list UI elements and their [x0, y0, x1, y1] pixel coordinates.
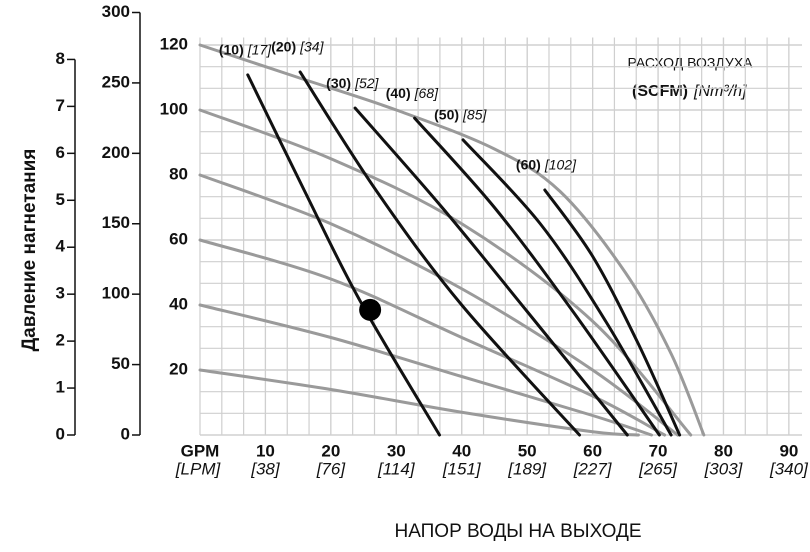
series-label: (50) [434, 107, 459, 123]
y2-tick-label: 100 [102, 284, 130, 303]
y-axis-label: Давление нагнетания [19, 149, 40, 352]
series-label: [102] [544, 157, 577, 173]
air-flow-line [298, 70, 582, 437]
y3-tick-label: 0 [56, 424, 65, 443]
x-tick-label: 90 [779, 441, 798, 460]
series-label: [17] [247, 42, 272, 58]
series-label: (40) [386, 85, 411, 101]
annotation: [Nm³/h] [693, 83, 747, 100]
series-label: (30) [326, 75, 351, 91]
pressure-line [198, 303, 653, 437]
y3-tick-label: 7 [56, 96, 65, 115]
y-tick-label: 100 [160, 99, 188, 118]
pressure-line [198, 43, 706, 437]
air-flow-line [413, 116, 661, 437]
x-tick-label: 70 [649, 441, 668, 460]
y2-tick-label: 0 [121, 424, 130, 443]
x-tick-label: 30 [387, 441, 406, 460]
air-flow-line [246, 73, 441, 437]
air-flow-line [461, 138, 673, 437]
y3-tick-label: 6 [56, 143, 65, 162]
y-tick-label: 20 [169, 359, 188, 378]
y3-tick-label: 3 [56, 284, 65, 303]
y-tick-label: 120 [160, 34, 188, 53]
y3-tick-label: 1 [56, 378, 65, 397]
x-tick-label: 10 [256, 441, 275, 460]
air-flow-line [353, 106, 629, 437]
series-label: [68] [414, 85, 439, 101]
x2-tick-label: [38] [250, 459, 281, 478]
annotation: (SCFM) [632, 83, 688, 100]
y2-tick-label: 250 [102, 72, 130, 91]
y2-tick-label: 300 [102, 2, 130, 21]
series-label: (10) [219, 42, 244, 58]
x2-tick-label: [76] [316, 459, 347, 478]
x2-tick-label: [114] [377, 459, 416, 478]
air-flow-line [543, 188, 682, 437]
y-tick-label: 80 [169, 164, 188, 183]
y2-tick-label: 200 [102, 143, 130, 162]
y2-tick-label: 50 [111, 354, 130, 373]
y-tick-label: 60 [169, 229, 188, 248]
annotation: РАСХОД ВОЗДУХА [627, 55, 753, 71]
pressure-line [198, 238, 667, 437]
x2-tick-label: [303] [704, 459, 744, 478]
x-unit: GPM [181, 441, 220, 460]
series-label: [34] [299, 39, 324, 55]
x-tick-label: 60 [583, 441, 602, 460]
operating-point [359, 298, 382, 321]
y3-tick-label: 5 [56, 190, 65, 209]
pressure-line [198, 173, 680, 437]
x2-tick-label: [227] [573, 459, 613, 478]
x2-unit: [LPM] [175, 459, 222, 478]
x2-tick-label: [151] [442, 459, 482, 478]
x-tick-label: 40 [452, 441, 471, 460]
y3-tick-label: 8 [56, 49, 65, 68]
y3-tick-label: 4 [56, 237, 66, 256]
x2-tick-label: [265] [638, 459, 678, 478]
y2-tick-label: 150 [102, 213, 130, 232]
x-axis-label: НАПОР ВОДЫ НА ВЫХОДЕ [394, 521, 641, 542]
series-label: (60) [516, 157, 541, 173]
y3-tick-label: 2 [56, 331, 65, 350]
series-label: [85] [462, 107, 487, 123]
x2-tick-label: [189] [507, 459, 547, 478]
x2-tick-label: [340] [769, 459, 809, 478]
x-tick-label: 50 [518, 441, 537, 460]
series-label: (20) [271, 39, 296, 55]
series-label: [52] [354, 75, 379, 91]
x-tick-label: 80 [714, 441, 733, 460]
pressure-line [198, 368, 640, 437]
y-tick-label: 40 [169, 294, 188, 313]
x-tick-label: 20 [321, 441, 340, 460]
